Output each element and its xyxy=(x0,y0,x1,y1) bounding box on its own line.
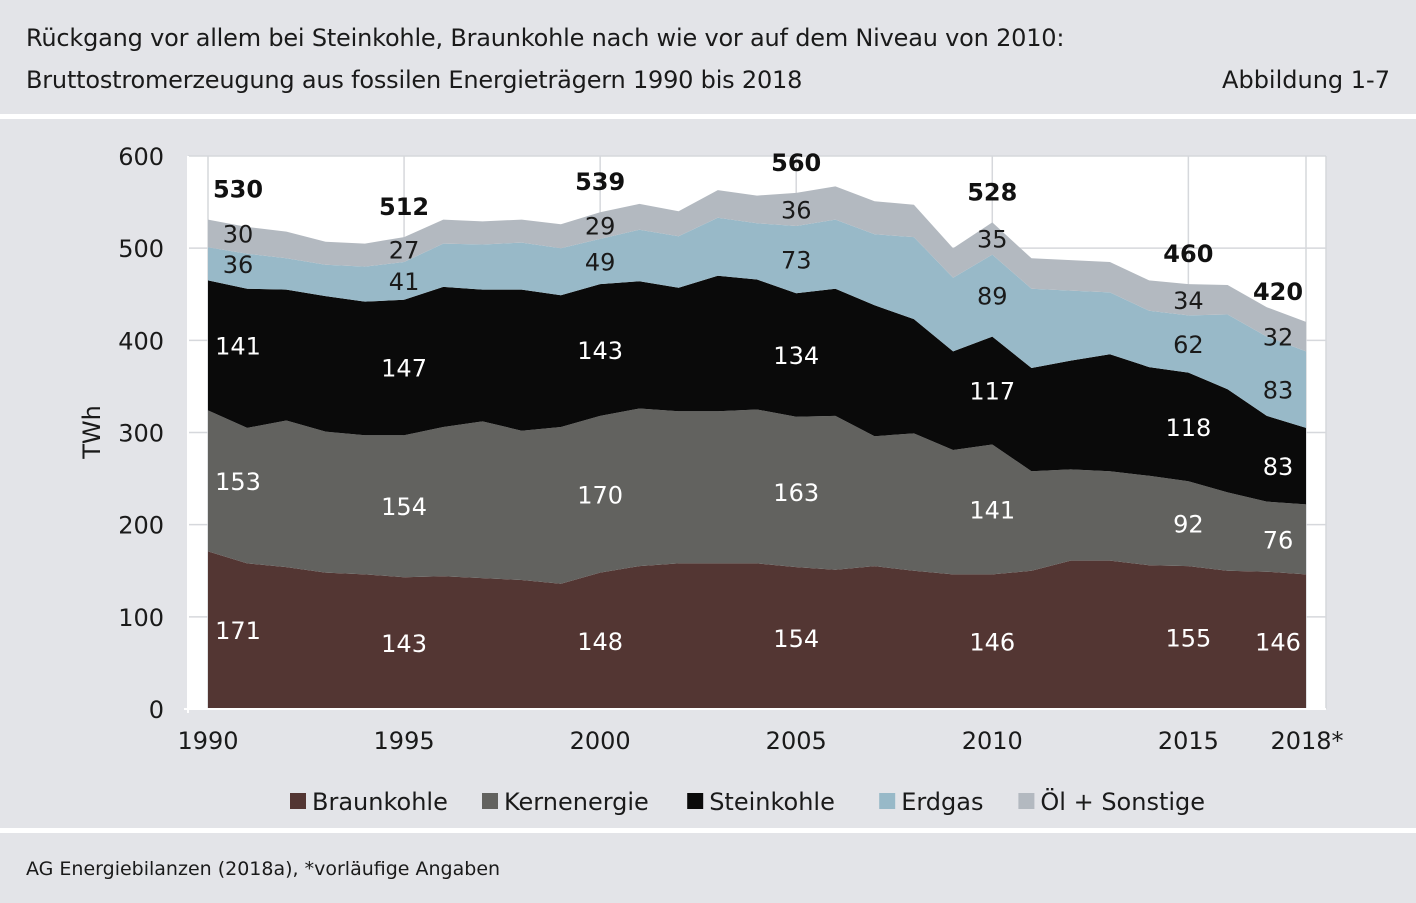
area-3 xyxy=(208,275,1306,505)
y-tick-label: 400 xyxy=(118,327,164,355)
y-tick-label: 300 xyxy=(118,420,164,448)
figure-label: Abbildung 1-7 xyxy=(1222,66,1390,94)
divider-bottom xyxy=(0,828,1416,833)
stacked-area-chart: 0 100 200 300 400 500 600 TWh 1990 1995 2000 2005 20… xyxy=(78,143,1344,816)
legend-swatch xyxy=(1018,793,1035,809)
data-label: 83 xyxy=(1263,453,1294,481)
data-label: 134 xyxy=(773,342,819,370)
data-label: 171 xyxy=(215,617,261,645)
legend-label: Kernenergie xyxy=(504,788,649,816)
data-label: 49 xyxy=(585,249,616,277)
data-label: 143 xyxy=(577,337,623,365)
total-label: 512 xyxy=(379,193,429,221)
data-label: 141 xyxy=(969,496,1015,524)
data-label: 32 xyxy=(1263,324,1294,352)
data-label: 154 xyxy=(773,625,819,653)
area-4 xyxy=(208,217,1306,428)
legend-label: Steinkohle xyxy=(709,788,835,816)
total-label: 460 xyxy=(1163,240,1213,268)
data-label: 73 xyxy=(781,247,812,275)
data-label: 163 xyxy=(773,479,819,507)
data-label: 148 xyxy=(577,628,623,656)
data-label: 29 xyxy=(585,213,616,241)
y-tick-label: 0 xyxy=(149,696,164,724)
data-label: 36 xyxy=(781,196,812,224)
data-label: 92 xyxy=(1173,511,1204,539)
x-tick-label: 2010 xyxy=(962,727,1023,755)
header: Rückgang vor allem bei Steinkohle, Braun… xyxy=(0,0,1416,116)
y-tick-label: 500 xyxy=(118,235,164,263)
data-label: 117 xyxy=(969,378,1015,406)
legend-label: Braunkohle xyxy=(312,788,448,816)
data-label: 153 xyxy=(215,468,261,496)
data-label: 89 xyxy=(977,283,1008,311)
legend-swatch xyxy=(290,793,306,809)
divider-top xyxy=(0,114,1416,119)
data-label: 155 xyxy=(1165,625,1211,653)
total-label: 539 xyxy=(575,168,625,196)
total-label: 530 xyxy=(213,176,263,204)
legend-swatch xyxy=(879,793,896,809)
x-tick-label: 2015 xyxy=(1158,727,1219,755)
x-tick-label: 2018* xyxy=(1270,727,1343,755)
x-tick-label: 1990 xyxy=(177,727,238,755)
legend-swatch xyxy=(482,793,498,809)
data-label: 62 xyxy=(1173,331,1204,359)
x-tick-label: 2000 xyxy=(570,727,631,755)
data-label: 143 xyxy=(381,630,427,658)
data-label: 76 xyxy=(1263,526,1294,554)
total-label: 560 xyxy=(771,149,821,177)
data-label: 154 xyxy=(381,493,427,521)
data-label: 147 xyxy=(381,355,427,383)
data-label: 146 xyxy=(1255,629,1301,657)
source-note: AG Energiebilanzen (2018a), *vorläufige … xyxy=(26,858,501,880)
data-label: 27 xyxy=(389,237,420,265)
total-label: 528 xyxy=(967,178,1017,206)
data-label: 83 xyxy=(1263,377,1294,405)
chart-subtitle: Bruttostromerzeugung aus fossilen Energi… xyxy=(26,66,803,94)
data-label: 30 xyxy=(223,220,254,248)
data-label: 146 xyxy=(969,629,1015,657)
area-5 xyxy=(208,186,1306,352)
data-label: 141 xyxy=(215,332,261,360)
data-label: 34 xyxy=(1173,287,1204,315)
area-1 xyxy=(208,551,1306,709)
legend-swatch xyxy=(687,793,704,809)
y-axis-label: TWh xyxy=(78,405,106,460)
y-tick-label: 600 xyxy=(118,143,164,171)
y-tick-label: 100 xyxy=(118,604,164,632)
data-label: 35 xyxy=(977,225,1008,253)
chart-title: Rückgang vor allem bei Steinkohle, Braun… xyxy=(26,24,1065,52)
data-label: 170 xyxy=(577,481,623,509)
area-2 xyxy=(208,408,1306,584)
y-tick-label: 200 xyxy=(118,512,164,540)
total-label: 420 xyxy=(1253,278,1303,306)
data-label: 41 xyxy=(389,268,420,296)
data-label: 36 xyxy=(223,251,254,279)
data-label: 118 xyxy=(1165,414,1211,442)
legend-label: Erdgas xyxy=(901,788,983,816)
x-tick-label: 2005 xyxy=(766,727,827,755)
x-tick-label: 1995 xyxy=(374,727,435,755)
legend-label: Öl + Sonstige xyxy=(1040,787,1205,816)
